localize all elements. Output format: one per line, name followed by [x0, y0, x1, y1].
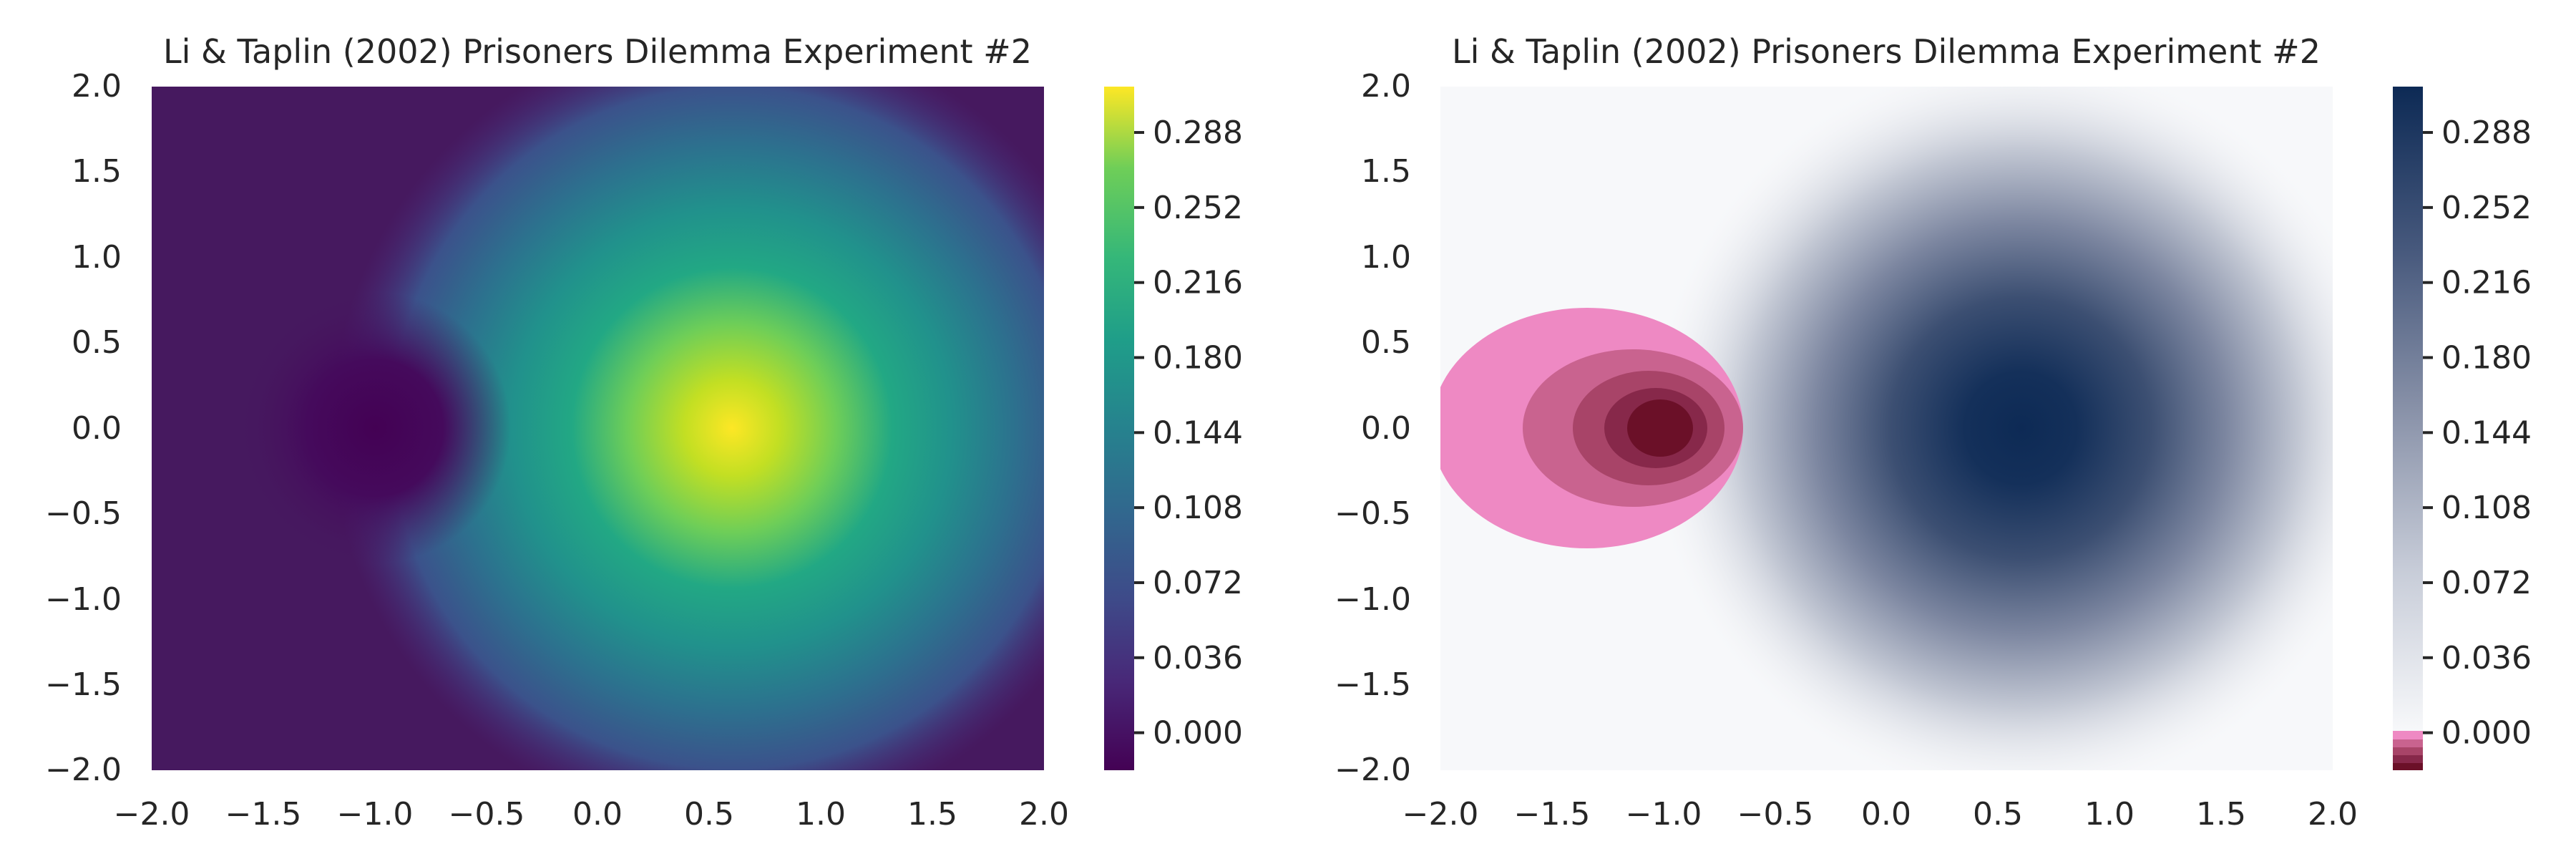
colorbar-tick-label: 0.036 [1153, 640, 1243, 676]
colorbar-tick-label: 0.252 [1153, 190, 1243, 226]
x-tick-label: 1.0 [2084, 796, 2135, 833]
colorbar: 0.000 0.036 0.072 0.108 0.144 0.180 0.216 0.252… [1104, 87, 1243, 770]
colorbar-tick-label: 0.108 [1153, 490, 1243, 526]
y-tick-label: −2.0 [45, 752, 122, 788]
heatmap-peak-positive [1649, 87, 2333, 770]
x-tick-label: 0.5 [684, 796, 734, 833]
x-tick-label: −1.0 [337, 796, 414, 833]
x-tick-label: 2.0 [2308, 796, 2358, 833]
colorbar-negative-band [2393, 755, 2423, 763]
x-tick-label: −1.5 [225, 796, 302, 833]
heatmap-peak-positive [331, 87, 1044, 770]
chart-title: Li & Taplin (2002) Prisoners Dilemma Exp… [1452, 32, 2321, 71]
negative-contours [1440, 308, 1743, 548]
y-tick-label: 1.0 [1361, 239, 1411, 276]
colorbar-tick-label: 0.288 [1153, 115, 1243, 151]
y-tick-label: 2.0 [1361, 68, 1411, 105]
y-axis-ticks: 2.0 1.5 1.0 0.5 0.0 −0.5 −1.0 −1.5 −2.0 [1335, 68, 1411, 788]
left-panel: Li & Taplin (2002) Prisoners Dilemma Exp… [45, 32, 1243, 833]
chart-title: Li & Taplin (2002) Prisoners Dilemma Exp… [163, 32, 1032, 71]
colorbar-tick-label: 0.036 [2441, 640, 2532, 676]
colorbar-tick-label: 0.180 [1153, 340, 1243, 377]
colorbar-tick-label: 0.216 [1153, 265, 1243, 301]
y-tick-label: 2.0 [72, 68, 122, 105]
colorbar-ticks: 0.000 0.036 0.072 0.108 0.144 0.180 0.216 0.252… [1134, 115, 1243, 752]
colorbar-tick-label: 0.108 [2441, 490, 2532, 526]
y-tick-label: 0.0 [1361, 410, 1411, 447]
x-tick-label: 1.0 [796, 796, 846, 833]
colorbar-gradient [1104, 87, 1134, 770]
x-tick-label: 0.0 [1861, 796, 1911, 833]
y-tick-label: −0.5 [1335, 495, 1411, 532]
x-tick-label: 2.0 [1019, 796, 1069, 833]
colorbar-tick-label: 0.216 [2441, 265, 2532, 301]
y-tick-label: 0.0 [72, 410, 122, 447]
heatmap-area [1440, 87, 2333, 770]
colorbar-negative-band [2393, 763, 2423, 770]
y-tick-label: 1.5 [72, 153, 122, 190]
y-tick-label: −1.5 [45, 666, 122, 703]
y-tick-label: 1.0 [72, 239, 122, 276]
y-axis-ticks: 2.0 1.5 1.0 0.5 0.0 −0.5 −1.0 −1.5 −2.0 [45, 68, 122, 788]
contour-level [1627, 399, 1693, 457]
x-tick-label: 0.5 [1973, 796, 2023, 833]
y-tick-label: 0.5 [72, 324, 122, 361]
x-tick-label: −2.0 [114, 796, 190, 833]
colorbar-tick-label: 0.072 [1153, 565, 1243, 601]
x-tick-label: −0.5 [449, 796, 525, 833]
x-tick-label: −1.0 [1626, 796, 1702, 833]
x-axis-ticks: −2.0 −1.5 −1.0 −0.5 0.0 0.5 1.0 1.5 2.0 [1402, 796, 2358, 833]
colorbar-negative-band [2393, 739, 2423, 747]
colorbar-negative-band [2393, 747, 2423, 755]
x-axis-ticks: −2.0 −1.5 −1.0 −0.5 0.0 0.5 1.0 1.5 2.0 [114, 796, 1069, 833]
colorbar-ticks: 0.000 0.036 0.072 0.108 0.144 0.180 0.216 0.252… [2423, 115, 2532, 752]
x-tick-label: −1.5 [1514, 796, 1591, 833]
y-tick-label: −1.0 [1335, 581, 1411, 618]
colorbar-tick-label: 0.180 [2441, 340, 2532, 377]
x-tick-label: 0.0 [572, 796, 623, 833]
heatmap-area [152, 87, 1044, 770]
colorbar-tick-label: 0.144 [1153, 414, 1243, 451]
y-tick-label: 0.5 [1361, 324, 1411, 361]
colorbar: 0.000 0.036 0.072 0.108 0.144 0.180 0.216 0.252… [2393, 87, 2532, 770]
y-tick-label: −0.5 [45, 495, 122, 532]
right-panel: Li & Taplin (2002) Prisoners Dilemma Exp… [1335, 32, 2532, 833]
y-tick-label: −1.0 [45, 581, 122, 618]
x-tick-label: 1.5 [907, 796, 957, 833]
colorbar-tick-label: 0.252 [2441, 190, 2532, 226]
y-tick-label: −1.5 [1335, 666, 1411, 703]
colorbar-tick-label: 0.000 [2441, 715, 2532, 752]
colorbar-tick-label: 0.288 [2441, 115, 2532, 151]
colorbar-negative-band [2393, 731, 2423, 739]
colorbar-tick-label: 0.144 [2441, 414, 2532, 451]
x-tick-label: −0.5 [1737, 796, 1814, 833]
heatmap-peak-negative [239, 292, 511, 564]
y-tick-label: −2.0 [1335, 752, 1411, 788]
x-tick-label: 1.5 [2196, 796, 2246, 833]
x-tick-label: −2.0 [1402, 796, 1479, 833]
y-tick-label: 1.5 [1361, 153, 1411, 190]
colorbar-tick-label: 0.000 [1153, 715, 1243, 752]
colorbar-gradient [2393, 87, 2423, 731]
colorbar-tick-label: 0.072 [2441, 565, 2532, 601]
